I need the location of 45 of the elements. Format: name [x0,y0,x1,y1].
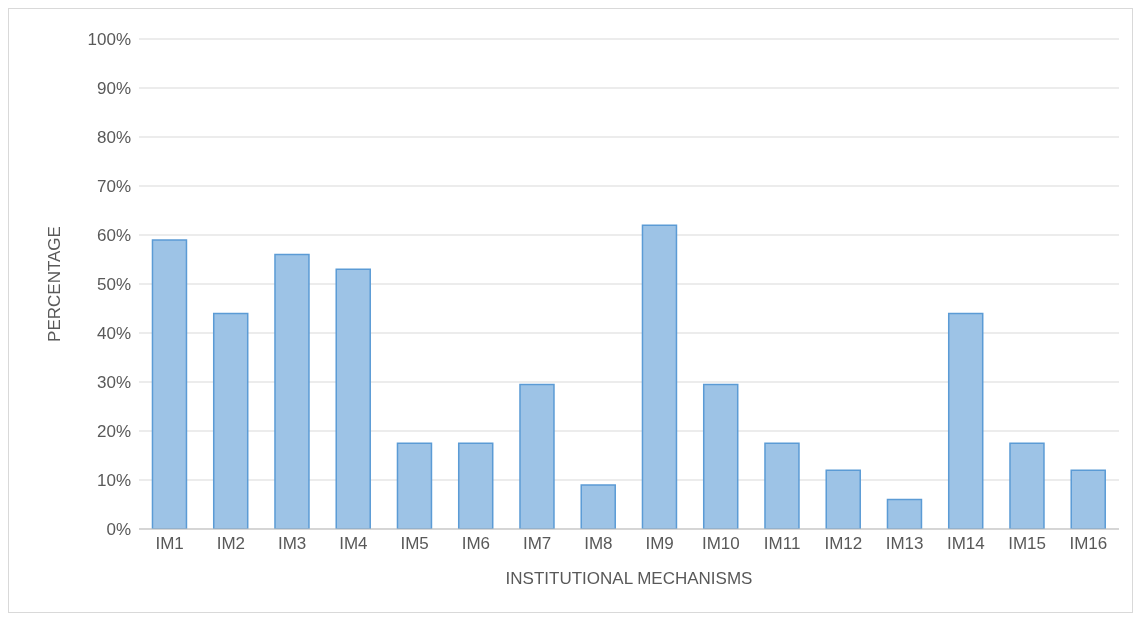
y-tick-label: 40% [96,324,131,344]
bar [947,312,984,529]
bar [1009,442,1045,529]
y-tick-label: 80% [96,128,131,148]
bar [641,224,678,529]
x-tick-label: IM2 [216,534,246,554]
y-tick-label: 30% [96,373,131,393]
bar [457,442,494,529]
y-tick-label: 20% [96,422,131,442]
bar [151,239,188,529]
y-tick-label: 10% [96,471,131,491]
x-tick-label: IM16 [1069,534,1108,554]
x-tick-label: IM5 [400,534,429,554]
x-tick-label: IM6 [461,534,491,554]
x-tick-label: IM4 [339,534,368,554]
x-tick-label: IM11 [763,534,801,554]
bar [274,253,310,529]
x-tick-label: IM13 [885,534,924,554]
x-tick-label: IM1 [155,534,184,554]
y-tick-label: 100% [87,30,131,50]
x-tick-label: IM8 [584,534,613,554]
y-tick-label: 90% [96,79,131,99]
y-tick-label: 70% [96,177,131,197]
bar [1070,469,1106,529]
y-tick-label: 50% [96,275,131,295]
bar [702,383,739,529]
y-tick-label: 0% [106,520,131,540]
bar [764,442,800,529]
y-axis-title: PERCENTAGE [45,226,65,342]
x-tick-label: IM9 [645,534,674,554]
x-axis-title: INSTITUTIONAL MECHANISMS [505,569,753,588]
x-tick-label: IM10 [701,534,740,554]
x-tick-label: IM12 [824,534,863,554]
y-tick-label: 60% [96,226,131,246]
x-tick-label: IM3 [277,534,307,554]
bar [335,268,371,529]
bar [212,312,249,529]
x-tick-label: IM15 [1008,534,1047,554]
bar [396,442,433,529]
bar [886,498,923,529]
bar [580,484,616,529]
bar [519,383,555,529]
x-tick-label: IM14 [946,534,985,554]
bar [825,469,861,529]
x-tick-label: IM7 [522,534,552,554]
